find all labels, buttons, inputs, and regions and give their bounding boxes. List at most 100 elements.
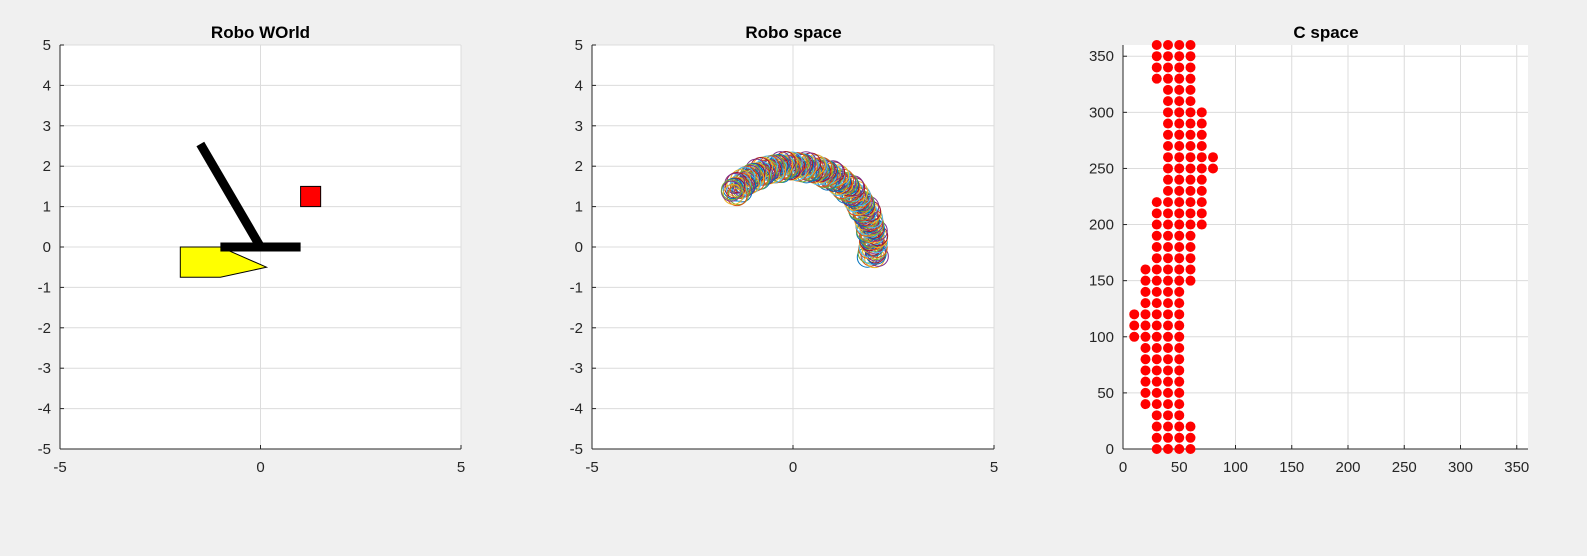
grid bbox=[60, 44, 462, 449]
cspace-point bbox=[1185, 129, 1196, 140]
ticks: -5 0 5 5 4 3 2 1 0 -1 -2 -3 -4 -5 bbox=[570, 37, 999, 476]
cspace-point bbox=[1151, 444, 1162, 454]
cspace-point bbox=[1140, 387, 1151, 398]
y-tick-label: 2 bbox=[43, 158, 51, 175]
x-tick-label: 5 bbox=[457, 459, 465, 476]
cspace-point bbox=[1140, 354, 1151, 365]
cspace-point bbox=[1163, 118, 1173, 129]
cspace-point bbox=[1163, 51, 1173, 62]
cspace-point bbox=[1174, 174, 1185, 185]
cspace-point bbox=[1196, 141, 1207, 151]
cspace-point bbox=[1174, 309, 1185, 320]
y-tick-label: -5 bbox=[38, 441, 51, 458]
x-tick-label: 100 bbox=[1223, 459, 1248, 476]
robot-pose-marker bbox=[722, 178, 744, 200]
cspace-point bbox=[1208, 152, 1218, 163]
y-tick-label: -4 bbox=[570, 401, 583, 418]
cspace-point bbox=[1174, 185, 1185, 196]
arm-link bbox=[196, 141, 265, 250]
cspace-point bbox=[1196, 219, 1207, 230]
cspace-point bbox=[1185, 174, 1196, 185]
cspace-point bbox=[1185, 264, 1196, 275]
cspace-point bbox=[1151, 73, 1162, 84]
cspace-point bbox=[1174, 365, 1185, 376]
cspace-point bbox=[1174, 320, 1185, 331]
cspace-point bbox=[1174, 73, 1185, 84]
cspace-point bbox=[1174, 242, 1185, 252]
robot-pose-marker bbox=[827, 175, 849, 197]
y-tick-label: 3 bbox=[575, 118, 583, 135]
obstacle-polygon bbox=[179, 246, 269, 278]
y-tick-label: 4 bbox=[575, 77, 583, 94]
cspace-point bbox=[1163, 141, 1173, 151]
c-space-title: C space bbox=[1293, 23, 1358, 42]
cspace-point bbox=[1140, 365, 1151, 376]
cspace-point bbox=[1174, 444, 1185, 454]
cspace-point bbox=[1174, 197, 1185, 208]
cspace-point bbox=[1163, 197, 1173, 208]
cspace-point bbox=[1185, 197, 1196, 208]
cspace-point bbox=[1185, 73, 1196, 84]
cspace-point bbox=[1163, 286, 1173, 297]
cspace-point bbox=[1163, 421, 1173, 432]
cspace-point bbox=[1163, 174, 1173, 185]
cspace-point bbox=[1129, 320, 1140, 331]
y-tick-label: 1 bbox=[43, 199, 51, 216]
cspace-point bbox=[1129, 331, 1140, 342]
x-tick-label: -5 bbox=[53, 459, 66, 476]
cspace-point bbox=[1163, 331, 1173, 342]
cspace-point bbox=[1163, 73, 1173, 84]
cspace-point bbox=[1163, 410, 1173, 421]
cspace-point bbox=[1196, 118, 1207, 129]
cspace-point bbox=[1174, 376, 1185, 387]
cspace-point bbox=[1208, 163, 1218, 174]
cspace-point bbox=[1163, 275, 1173, 286]
x-tick-label: 250 bbox=[1392, 459, 1417, 476]
cspace-point bbox=[1140, 309, 1151, 320]
cspace-point bbox=[1163, 62, 1173, 73]
c-space-axes: C space 0 50 100 150 200 250 300 350 350 300 250 20… bbox=[1089, 23, 1529, 476]
cspace-point bbox=[1140, 376, 1151, 387]
cspace-point bbox=[1174, 253, 1185, 264]
cspace-point bbox=[1140, 343, 1151, 353]
y-tick-label: 250 bbox=[1089, 160, 1114, 177]
cspace-point bbox=[1185, 163, 1196, 174]
cspace-point bbox=[1196, 208, 1207, 219]
y-tick-label: -2 bbox=[38, 320, 51, 337]
cspace-point bbox=[1185, 40, 1196, 50]
cspace-point bbox=[1151, 197, 1162, 208]
robo-space-axes: Robo space -5 0 5 5 4 3 2 1 0 -1 -2 -3 -4 -5 bbox=[570, 23, 999, 476]
cspace-point bbox=[1185, 242, 1196, 252]
robo-world-axes: Robo WOrld -5 0 5 5 4 3 2 1 0 -1 -2 -3 -4 -5 bbox=[38, 23, 466, 476]
y-tick-label: -4 bbox=[38, 401, 51, 418]
cspace-point bbox=[1151, 432, 1162, 443]
cspace-point bbox=[1174, 331, 1185, 342]
cspace-point bbox=[1151, 219, 1162, 230]
cspace-point bbox=[1174, 275, 1185, 286]
cspace-point bbox=[1174, 264, 1185, 275]
cspace-point bbox=[1185, 230, 1196, 241]
cspace-point bbox=[1151, 354, 1162, 365]
cspace-point bbox=[1196, 129, 1207, 140]
cspace-point bbox=[1174, 410, 1185, 421]
cspace-point bbox=[1151, 40, 1162, 50]
cspace-point bbox=[1151, 331, 1162, 342]
cspace-point bbox=[1185, 152, 1196, 163]
cspace-point bbox=[1185, 84, 1196, 95]
y-tick-label: 350 bbox=[1089, 48, 1114, 65]
cspace-point bbox=[1151, 410, 1162, 421]
cspace-point bbox=[1196, 197, 1207, 208]
cspace-point bbox=[1185, 141, 1196, 151]
cspace-point bbox=[1185, 107, 1196, 118]
cspace-point bbox=[1163, 84, 1173, 95]
x-tick-label: 50 bbox=[1171, 459, 1188, 476]
cspace-point bbox=[1185, 208, 1196, 219]
cspace-point bbox=[1163, 242, 1173, 252]
y-tick-label: 3 bbox=[43, 118, 51, 135]
cspace-point bbox=[1196, 107, 1207, 118]
cspace-point bbox=[1140, 264, 1151, 275]
cspace-point bbox=[1163, 365, 1173, 376]
cspace-point bbox=[1174, 107, 1185, 118]
cspace-point bbox=[1151, 376, 1162, 387]
obstacle-square bbox=[300, 185, 322, 208]
